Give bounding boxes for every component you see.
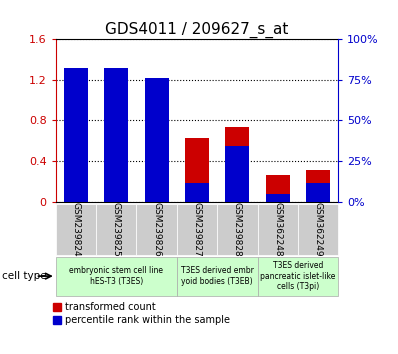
Bar [64, 68, 88, 202]
Text: GSM239824: GSM239824 [71, 202, 80, 257]
Bar [64, 72, 88, 202]
Bar [306, 170, 330, 202]
Text: cell type: cell type [2, 271, 47, 281]
Title: GDS4011 / 209627_s_at: GDS4011 / 209627_s_at [105, 21, 289, 38]
Bar [265, 194, 290, 202]
Bar [177, 204, 217, 255]
Bar [225, 145, 250, 202]
Text: GSM239826: GSM239826 [152, 202, 161, 257]
Bar [56, 204, 96, 255]
Bar [137, 204, 177, 255]
Bar [217, 204, 258, 255]
Bar [306, 183, 330, 202]
Bar [298, 204, 338, 255]
Bar [144, 78, 169, 202]
Bar [258, 257, 338, 296]
Legend: transformed count, percentile rank within the sample: transformed count, percentile rank withi… [53, 302, 230, 325]
Bar [96, 204, 137, 255]
Bar [104, 73, 129, 202]
Text: embryonic stem cell line
hES-T3 (T3ES): embryonic stem cell line hES-T3 (T3ES) [69, 267, 163, 286]
Bar [185, 138, 209, 202]
Bar [258, 204, 298, 255]
Text: GSM362249: GSM362249 [314, 202, 323, 257]
Bar [56, 257, 177, 296]
Text: GSM239827: GSM239827 [193, 202, 201, 257]
Text: GSM239825: GSM239825 [112, 202, 121, 257]
Text: GSM362248: GSM362248 [273, 202, 282, 257]
Bar [144, 84, 169, 202]
Bar [225, 127, 250, 202]
Bar [185, 183, 209, 202]
Text: T3ES derived
pancreatic islet-like
cells (T3pi): T3ES derived pancreatic islet-like cells… [260, 261, 336, 291]
Bar [104, 68, 129, 202]
Text: T3ES derived embr
yoid bodies (T3EB): T3ES derived embr yoid bodies (T3EB) [181, 267, 254, 286]
Bar [177, 257, 258, 296]
Text: GSM239828: GSM239828 [233, 202, 242, 257]
Bar [265, 175, 290, 202]
